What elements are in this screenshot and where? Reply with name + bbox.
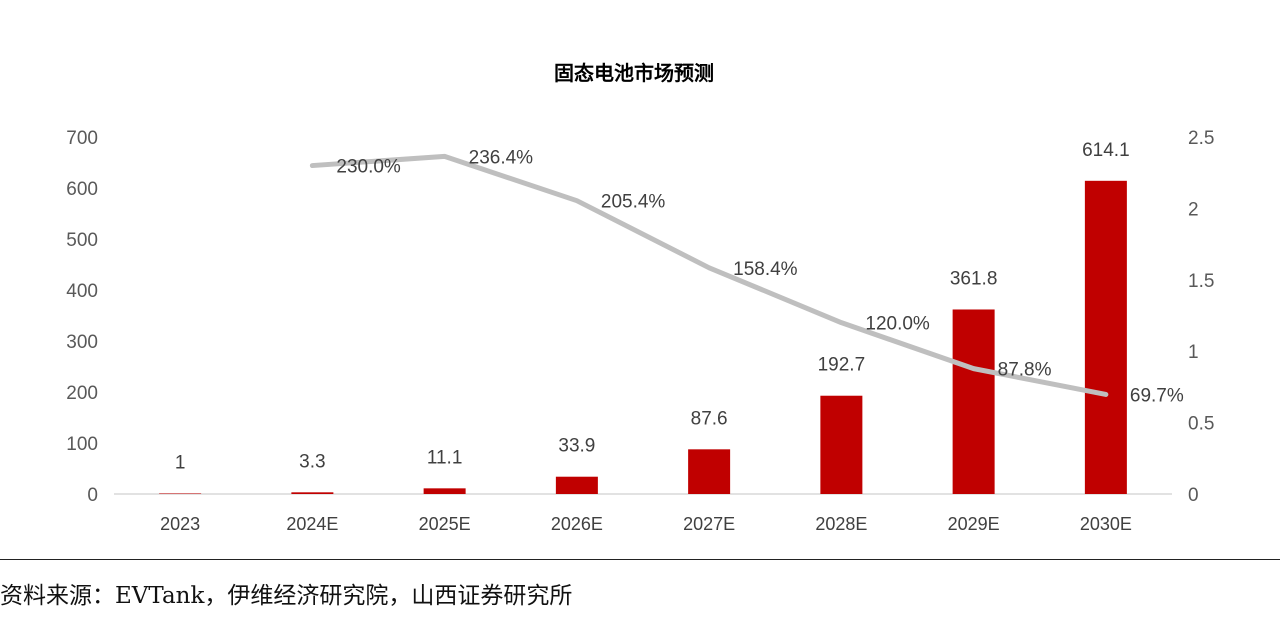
growth-line	[309, 153, 1109, 397]
y-right-tick-label: 2.5	[1188, 128, 1214, 149]
bar	[820, 395, 863, 494]
y-left-tick-label: 500	[66, 230, 98, 251]
bar	[1084, 180, 1127, 494]
bar-data-labels: 1 3.3 11.1 33.9 87.6 192.7 361.8 614.1	[175, 140, 1130, 474]
x-tick-label: 2028E	[815, 514, 867, 534]
growth-value-label: 236.4%	[469, 147, 534, 168]
y-left-tick-label: 100	[66, 434, 98, 455]
y-right-tick-label: 0.5	[1188, 414, 1214, 435]
y-left-tick-label: 0	[87, 485, 98, 506]
y-right-axis: 0 0.5 1 1.5 2 2.5	[1188, 128, 1214, 506]
growth-value-label: 158.4%	[733, 259, 798, 280]
growth-value-label: 87.8%	[998, 360, 1052, 381]
source-note: 资料来源：EVTank，伊维经济研究院，山西证券研究所	[0, 583, 573, 609]
chart: 固态电池市场预测 0 100 200 300 400 500 600 700 0 0.5 1 1.5…	[66, 61, 1214, 534]
y-left-axis: 0 100 200 300 400 500 600 700	[66, 128, 98, 506]
y-right-tick-label: 0	[1188, 485, 1199, 506]
bar	[555, 476, 598, 494]
y-left-tick-label: 400	[66, 281, 98, 302]
bar-series	[159, 180, 1127, 494]
x-tick-label: 2027E	[683, 514, 735, 534]
x-tick-label: 2025E	[419, 514, 471, 534]
bar-value-label: 361.8	[950, 268, 998, 289]
bar-value-label: 33.9	[558, 436, 595, 457]
growth-value-label: 230.0%	[336, 157, 401, 178]
growth-value-label: 120.0%	[865, 314, 930, 335]
bar-value-label: 1	[175, 452, 186, 473]
x-axis: 2023 2024E 2025E 2026E 2027E 2028E 2029E 2030E	[160, 514, 1132, 534]
bar-value-label: 192.7	[818, 355, 866, 376]
y-left-tick-label: 200	[66, 383, 98, 404]
chart-title: 固态电池市场预测	[554, 61, 714, 85]
bar-value-label: 11.1	[427, 447, 463, 468]
bar-value-label: 87.6	[691, 408, 728, 429]
y-left-tick-label: 600	[66, 179, 98, 200]
growth-value-label: 69.7%	[1130, 385, 1184, 406]
y-left-tick-label: 300	[66, 332, 98, 353]
x-tick-label: 2023	[160, 514, 200, 534]
bar-value-label: 3.3	[299, 451, 325, 472]
growth-line-series	[309, 153, 1109, 397]
y-right-tick-label: 1	[1188, 342, 1199, 363]
x-tick-label: 2024E	[286, 514, 338, 534]
bar-value-label: 614.1	[1082, 140, 1130, 161]
y-right-tick-label: 2	[1188, 199, 1199, 220]
bar	[159, 493, 202, 494]
y-left-tick-label: 700	[66, 128, 98, 149]
x-tick-label: 2030E	[1080, 514, 1132, 534]
bar	[952, 309, 995, 494]
y-right-tick-label: 1.5	[1188, 271, 1214, 292]
bar	[291, 492, 334, 494]
growth-value-label: 205.4%	[601, 192, 666, 213]
line-data-labels: 230.0% 236.4% 205.4% 158.4% 120.0% 87.8% 69.7%	[336, 147, 1183, 406]
source-divider	[0, 559, 1280, 560]
x-tick-label: 2026E	[551, 514, 603, 534]
bar	[423, 488, 466, 494]
bar	[688, 449, 731, 494]
x-tick-label: 2029E	[948, 514, 1000, 534]
